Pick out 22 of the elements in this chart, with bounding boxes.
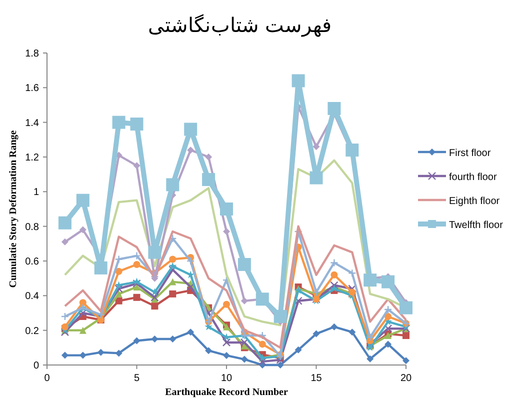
y-tick-label: 1 <box>33 187 40 198</box>
y-axis-title: Cumulatie Story Deformation Range <box>8 130 19 288</box>
x-axis-title: Earthquake Record Number <box>165 387 288 398</box>
y-tick-label: 1.2 <box>25 152 40 164</box>
y-tick-label: 1.8 <box>25 48 40 60</box>
x-tick-label: 5 <box>134 373 140 384</box>
legend-label: fourth floor <box>449 172 498 183</box>
y-tick-label: 1.6 <box>25 83 40 94</box>
x-tick-label: 20 <box>400 373 412 384</box>
y-tick-label: 0.6 <box>25 256 40 268</box>
y-tick-label: 0 <box>33 360 40 372</box>
legend-label: Twelfth floor <box>449 220 504 231</box>
legend-label: First floor <box>449 148 492 159</box>
y-tick-label: 0.4 <box>25 291 40 302</box>
x-tick-label: 10 <box>220 373 232 384</box>
x-tick-label: 15 <box>310 373 322 384</box>
y-tick-label: 0.8 <box>25 222 40 233</box>
y-tick-label: 1.4 <box>25 118 40 129</box>
y-tick-label: 0.2 <box>25 326 40 337</box>
chart-title: فهرست شتاب‌نگاشتی <box>148 13 332 37</box>
x-tick-label: 0 <box>44 373 50 384</box>
legend-label: Eighth floor <box>449 196 500 207</box>
